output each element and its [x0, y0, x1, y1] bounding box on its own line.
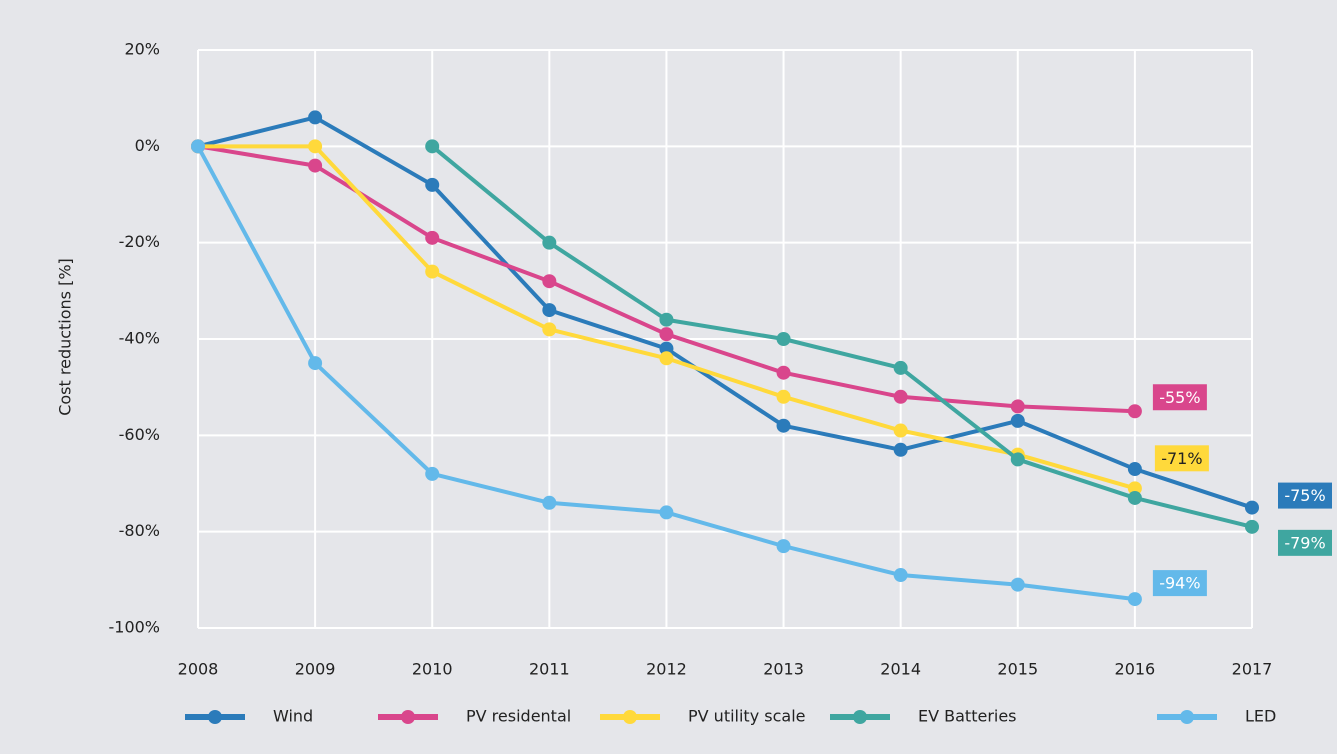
data-point — [1245, 519, 1259, 534]
data-point — [1127, 481, 1142, 496]
data-point — [893, 389, 908, 404]
data-point — [1010, 413, 1025, 428]
legend-label: PV utility scale — [688, 707, 805, 726]
data-point — [191, 139, 205, 154]
data-point — [659, 505, 674, 520]
series-line — [430, 144, 1253, 529]
legend-label: PV residental — [466, 707, 571, 726]
series-line — [197, 115, 1253, 510]
x-tick-label: 2012 — [646, 660, 687, 679]
data-point — [425, 177, 440, 192]
data-point — [1127, 404, 1142, 419]
legend-marker — [401, 710, 415, 724]
y-tick-label: -80% — [119, 521, 160, 540]
y-tick-label: -20% — [119, 232, 160, 251]
data-point — [893, 423, 908, 438]
data-point — [1127, 462, 1142, 477]
x-tick-label: 2017 — [1232, 660, 1273, 679]
data-point — [1010, 452, 1025, 467]
x-tick-label: 2013 — [763, 660, 804, 679]
data-point — [659, 341, 674, 356]
y-axis-label: Cost reductions [%] — [56, 258, 75, 416]
data-point — [425, 264, 440, 279]
value-label: -94% — [1159, 574, 1200, 593]
data-point — [308, 158, 323, 173]
data-point — [308, 139, 323, 154]
data-point — [1010, 577, 1025, 592]
data-point — [659, 312, 674, 327]
legend-label: Wind — [273, 707, 313, 726]
data-point — [776, 418, 791, 433]
x-tick-label: 2016 — [1115, 660, 1156, 679]
data-point — [776, 389, 791, 404]
value-label-box — [1154, 445, 1209, 472]
data-point — [659, 351, 674, 366]
data-point — [542, 303, 557, 318]
data-point — [893, 568, 908, 583]
data-point — [425, 466, 440, 481]
legend-marker — [623, 710, 637, 724]
value-label: -71% — [1161, 449, 1202, 468]
value-label-box — [1152, 570, 1207, 597]
value-label: -79% — [1284, 533, 1325, 552]
data-point — [776, 539, 791, 554]
data-point — [659, 327, 674, 342]
y-tick-label: -60% — [119, 425, 160, 444]
y-tick-label: 20% — [124, 40, 160, 59]
x-tick-label: 2010 — [412, 660, 453, 679]
data-point — [776, 365, 791, 380]
data-point — [1010, 399, 1025, 414]
data-point — [1127, 490, 1142, 505]
value-label: -55% — [1159, 388, 1200, 407]
x-tick-label: 2014 — [880, 660, 921, 679]
y-tick-label: -40% — [119, 329, 160, 348]
data-point — [425, 230, 440, 245]
value-label-box — [1278, 529, 1332, 556]
y-tick-label: -100% — [108, 618, 160, 637]
data-point — [308, 356, 323, 371]
value-label: -75% — [1284, 486, 1325, 505]
x-tick-label: 2009 — [295, 660, 336, 679]
value-label-box — [1278, 482, 1332, 509]
x-tick-label: 2015 — [997, 660, 1038, 679]
x-tick-label: 2008 — [178, 660, 219, 679]
data-point — [308, 110, 323, 125]
data-point — [893, 442, 908, 457]
legend-label: LED — [1245, 707, 1276, 726]
data-point — [542, 235, 557, 250]
data-point — [542, 495, 557, 510]
legend-marker — [208, 710, 222, 724]
data-point — [542, 274, 557, 289]
y-tick-label: 0% — [135, 136, 160, 155]
data-point — [893, 360, 908, 375]
data-point — [776, 332, 791, 346]
value-label-box — [1152, 384, 1207, 411]
x-tick-label: 2011 — [529, 660, 570, 679]
data-point — [425, 139, 440, 154]
legend-marker — [1180, 710, 1194, 724]
legend-marker — [853, 710, 867, 724]
data-point — [1245, 500, 1259, 515]
data-point — [1127, 592, 1142, 607]
legend-label: EV Batteries — [918, 707, 1017, 726]
data-point — [542, 322, 557, 337]
